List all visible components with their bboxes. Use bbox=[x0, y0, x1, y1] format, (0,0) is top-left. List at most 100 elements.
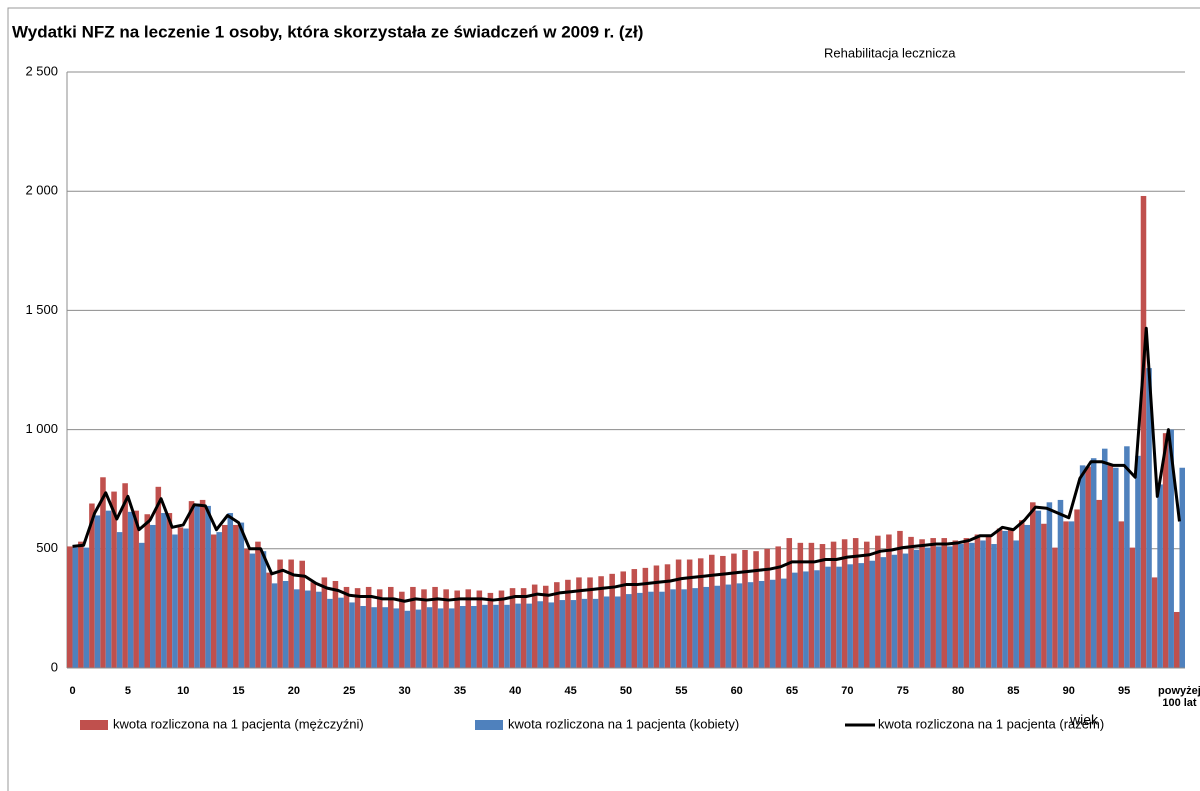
bar bbox=[199, 499, 206, 668]
bar bbox=[941, 538, 948, 668]
bar bbox=[924, 547, 931, 668]
bar bbox=[399, 591, 405, 668]
bar bbox=[935, 546, 942, 668]
bar bbox=[520, 588, 527, 668]
bar bbox=[919, 539, 925, 668]
bar bbox=[609, 573, 615, 668]
x-tick-label: 20 bbox=[287, 685, 301, 697]
bar bbox=[1113, 467, 1119, 668]
bar bbox=[991, 544, 997, 668]
bar bbox=[980, 540, 986, 668]
bar bbox=[255, 541, 261, 668]
y-tick-label: 500 bbox=[36, 540, 58, 555]
bar bbox=[221, 524, 228, 668]
bar bbox=[448, 608, 455, 668]
bar bbox=[775, 546, 781, 668]
bar bbox=[382, 607, 389, 668]
bar bbox=[753, 551, 759, 668]
x-tick-label: 60 bbox=[730, 685, 743, 697]
bar bbox=[67, 546, 73, 668]
bar bbox=[1007, 529, 1014, 668]
bar bbox=[1157, 484, 1163, 668]
bar bbox=[808, 542, 815, 668]
bar bbox=[902, 553, 909, 668]
bar bbox=[1085, 466, 1091, 668]
bar bbox=[465, 589, 472, 668]
bar bbox=[952, 540, 959, 668]
chart-subtitle: Rehabilitacja lecznicza bbox=[824, 45, 956, 60]
bar bbox=[653, 565, 660, 668]
x-tick-label: 80 bbox=[951, 685, 965, 697]
bar bbox=[598, 576, 604, 668]
legend-label: kwota rozliczona na 1 pacjenta (kobiety) bbox=[508, 716, 739, 731]
x-tick-label: 30 bbox=[398, 685, 411, 697]
x-tick-label: 55 bbox=[675, 685, 688, 697]
bar bbox=[537, 601, 543, 668]
bar bbox=[648, 591, 654, 668]
bar bbox=[393, 608, 400, 668]
bar bbox=[1146, 368, 1152, 668]
bar bbox=[769, 579, 776, 668]
bar bbox=[360, 606, 366, 668]
bar bbox=[1101, 448, 1108, 668]
bar bbox=[792, 572, 798, 668]
bar bbox=[144, 514, 151, 668]
bar bbox=[277, 559, 283, 668]
bar bbox=[1041, 523, 1047, 668]
bar bbox=[780, 578, 787, 668]
bar bbox=[78, 541, 84, 668]
bar bbox=[830, 541, 837, 668]
bar bbox=[365, 586, 372, 668]
bar bbox=[592, 598, 599, 668]
bar bbox=[432, 586, 438, 668]
bar bbox=[493, 604, 499, 668]
bar bbox=[1024, 524, 1031, 668]
bar bbox=[1090, 458, 1097, 668]
bar bbox=[554, 582, 560, 668]
bar bbox=[1030, 502, 1036, 668]
x-tick-label: 5 bbox=[124, 685, 131, 697]
bar bbox=[659, 591, 665, 668]
bar bbox=[271, 583, 278, 668]
bar bbox=[985, 535, 992, 668]
bar bbox=[891, 554, 898, 668]
y-tick-label: 0 bbox=[51, 659, 58, 674]
bar bbox=[974, 534, 981, 668]
legend-swatch bbox=[80, 720, 108, 730]
frame bbox=[7, 7, 1200, 791]
bar bbox=[742, 549, 748, 668]
bar bbox=[858, 563, 864, 668]
bar bbox=[559, 600, 566, 668]
x-tick-label: 0 bbox=[69, 685, 76, 697]
bar bbox=[111, 491, 117, 668]
bar bbox=[260, 551, 267, 668]
bar bbox=[299, 560, 305, 668]
bar bbox=[814, 570, 820, 668]
bar bbox=[122, 483, 128, 668]
bar bbox=[443, 589, 449, 668]
bar bbox=[471, 606, 477, 668]
bar bbox=[89, 503, 95, 668]
bar bbox=[1057, 499, 1064, 668]
bar bbox=[338, 597, 344, 668]
x-tick-label: 35 bbox=[453, 685, 467, 697]
bar bbox=[1068, 521, 1075, 668]
bar bbox=[210, 534, 217, 668]
bar bbox=[642, 567, 649, 668]
x-tick-label: powyżej 100 lat bbox=[1158, 685, 1200, 709]
legend-label: kwota rozliczona na 1 pacjenta (razem) bbox=[878, 716, 1104, 731]
bar bbox=[343, 586, 350, 668]
bar bbox=[576, 577, 582, 668]
bar bbox=[1107, 465, 1114, 668]
bar bbox=[526, 603, 532, 668]
bar bbox=[509, 588, 516, 668]
bar bbox=[758, 580, 765, 668]
chart-title: Wydatki NFZ na leczenie 1 osoby, która s… bbox=[12, 22, 643, 41]
bar bbox=[637, 592, 643, 668]
bar bbox=[515, 603, 521, 668]
bar bbox=[498, 590, 505, 668]
bar bbox=[1179, 467, 1185, 668]
bar bbox=[249, 553, 256, 668]
bar bbox=[100, 477, 106, 668]
